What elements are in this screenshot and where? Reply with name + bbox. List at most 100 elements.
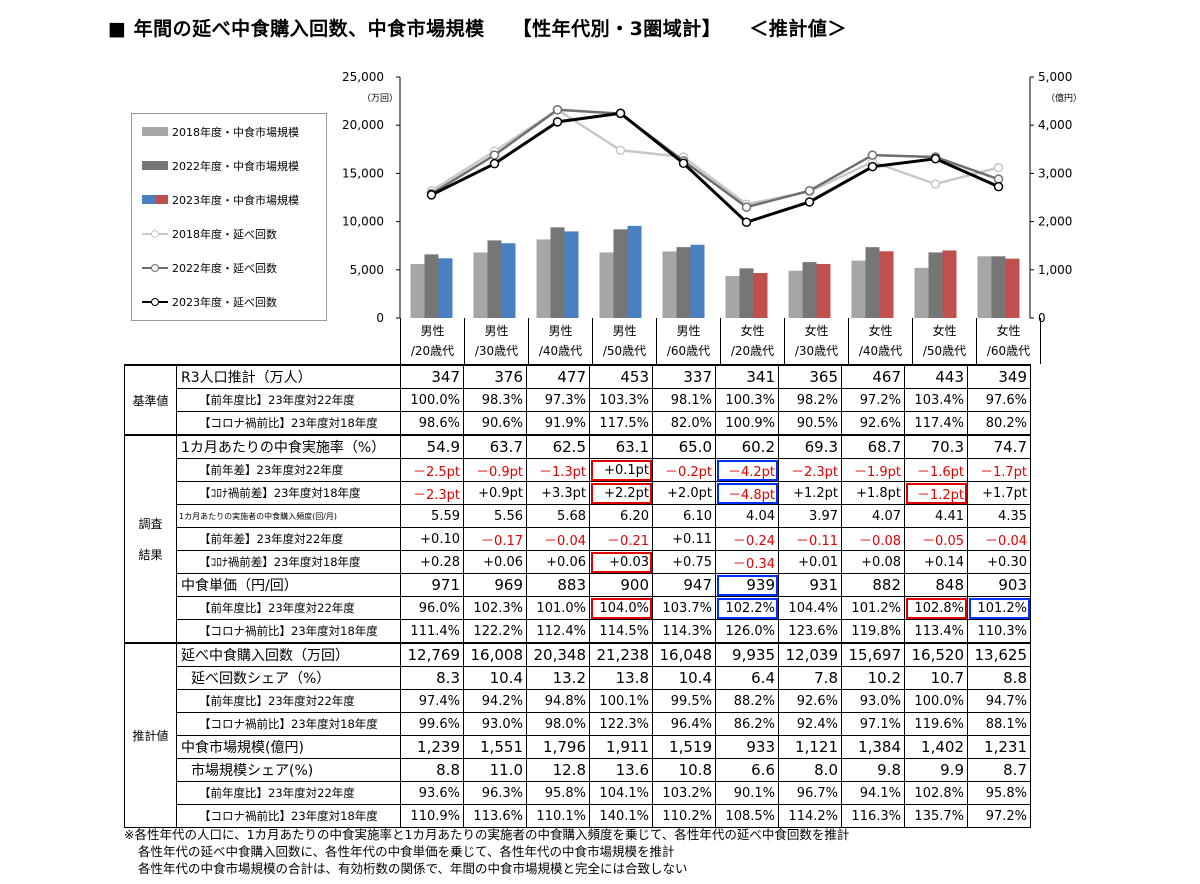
table-cell: 883 xyxy=(526,573,590,597)
table-cell: 1,551 xyxy=(463,735,527,759)
table-cell: 90.6% xyxy=(463,411,527,436)
bar-2023 xyxy=(942,250,957,318)
table-cell: 12,039 xyxy=(778,642,842,667)
table-cell: 10.7 xyxy=(904,666,968,690)
left-tick-label: 5,000 xyxy=(350,263,384,277)
series-point xyxy=(804,197,815,207)
table-cell: 93.0% xyxy=(841,689,905,713)
column-header-sex: 男性 xyxy=(484,324,509,338)
table-cell: 900 xyxy=(589,573,653,597)
bar-2022 xyxy=(676,247,691,318)
series-line-2023 xyxy=(430,111,1000,224)
table-row: 基準値 R3人口推計（万人） 347 376 477 453 337 341 365 467 443… xyxy=(124,364,1031,436)
table-cell: 13,625 xyxy=(967,642,1031,667)
left-tick-label: 15,000 xyxy=(342,166,384,180)
column-header: 男性/60歳代 xyxy=(656,318,720,364)
table-cell: 4.35 xyxy=(967,504,1031,528)
column-header-sex: 女性 xyxy=(740,324,765,338)
table-cell: 99.6% xyxy=(400,712,464,736)
table-cell: 1,796 xyxy=(526,735,590,759)
table-cell: 98.6% xyxy=(400,411,464,436)
table-cell: 9.8 xyxy=(841,758,905,782)
bar-2018 xyxy=(473,252,488,318)
table-cell: 94.7% xyxy=(967,689,1031,713)
row-label: 【ｺﾛﾅ禍前差】23年度対18年度 xyxy=(176,550,401,574)
table-cell: －4.8pt xyxy=(715,481,779,505)
series-point xyxy=(552,105,563,115)
table-cell: 7.8 xyxy=(778,666,842,690)
table-row: 市場規模シェア(%) 8.8 11.0 12.8 13.6 10.8 6.6 8.0 9.8 9.… xyxy=(125,758,1031,782)
column-header-sex: 女性 xyxy=(932,324,957,338)
right-tick-label: 0 xyxy=(1038,311,1046,325)
table-cell: +0.06 xyxy=(526,550,590,574)
table-cell: 882 xyxy=(841,573,905,597)
table-cell: 111.4% xyxy=(400,619,464,644)
column-header-age: /60歳代 xyxy=(986,344,1031,358)
column-header: 男性/30歳代 xyxy=(464,318,528,364)
table-cell: 113.6% xyxy=(463,804,527,828)
table-cell: －1.7pt xyxy=(967,458,1031,482)
table-cell: 54.9 xyxy=(400,434,464,459)
column-header-sex: 男性 xyxy=(612,324,637,338)
table-cell: 82.0% xyxy=(652,411,716,436)
bar-2023 xyxy=(1005,258,1020,318)
table-cell: 102.2% xyxy=(715,596,779,620)
table-cell: 4.07 xyxy=(841,504,905,528)
table-cell: +0.01 xyxy=(778,550,842,574)
title-estimate: ＜推計値＞ xyxy=(749,18,847,40)
table-cell: 102.8% xyxy=(904,781,968,805)
table-cell: －0.04 xyxy=(967,527,1031,551)
table-cell: 13.6 xyxy=(589,758,653,782)
page-title: ■ 年間の延べ中食購入回数、中食市場規模 【性年代別・3圏域計】 ＜推計値＞ xyxy=(108,14,875,41)
table-row: 中食単価（円/回） 971 969 883 900 947 939 931 882 848 903 xyxy=(125,573,1031,597)
table-cell: 16,520 xyxy=(904,642,968,667)
table-cell: 63.7 xyxy=(463,434,527,459)
table-cell: +1.2pt xyxy=(778,481,842,505)
table-cell: －2.3pt xyxy=(400,481,464,505)
table-cell: 122.3% xyxy=(589,712,653,736)
table-cell: －4.2pt xyxy=(715,458,779,482)
table-cell: +2.2pt xyxy=(589,481,653,505)
series-line-2022 xyxy=(430,108,999,209)
legend-swatch xyxy=(142,294,168,310)
column-header-age: /30歳代 xyxy=(794,344,839,358)
table-cell: 114.2% xyxy=(778,804,842,828)
table-cell: 92.6% xyxy=(841,411,905,436)
table-cell: 477 xyxy=(526,364,590,389)
series-point xyxy=(489,150,500,160)
column-header-age: /20歳代 xyxy=(730,344,775,358)
table-cell: 11.0 xyxy=(463,758,527,782)
table-row: 【前年度比】23年度対22年度 93.6% 96.3% 95.8% 104.1% 103.… xyxy=(125,781,1031,805)
table-cell: －0.05 xyxy=(904,527,968,551)
table-row: 中食市場規模(億円) 1,239 1,551 1,796 1,911 1,519 933 1,… xyxy=(125,735,1031,759)
column-header: 女性/30歳代 xyxy=(784,318,848,364)
table-cell: 5.56 xyxy=(463,504,527,528)
legend-swatch xyxy=(142,124,168,140)
legend-swatch xyxy=(142,158,168,174)
table-cell: 114.3% xyxy=(652,619,716,644)
table-cell: 97.3% xyxy=(526,388,590,412)
table-cell: 101.0% xyxy=(526,596,590,620)
table-cell: 8.7 xyxy=(967,758,1031,782)
table-cell: －0.34 xyxy=(715,550,779,574)
row-label: 市場規模シェア(%) xyxy=(176,758,401,782)
column-header-age: /50歳代 xyxy=(602,344,647,358)
table-cell: －0.11 xyxy=(778,527,842,551)
table-cell: 16,048 xyxy=(652,642,716,667)
table-cell: －1.9pt xyxy=(841,458,905,482)
table-cell: +0.08 xyxy=(841,550,905,574)
bar-2023 xyxy=(564,231,579,318)
series-point xyxy=(489,158,500,169)
data-table: 基準値 R3人口推計（万人） 347 376 477 453 337 341 365 467 443… xyxy=(124,364,1031,828)
bar-2022 xyxy=(928,252,943,318)
table-row: 【前年度比】23年度対22年度 100.0% 98.3% 97.3% 103.3% 98.… xyxy=(125,388,1031,412)
table-cell: +2.0pt xyxy=(652,481,716,505)
bar-2023 xyxy=(501,243,516,318)
table-cell: 6.20 xyxy=(589,504,653,528)
table-cell: 103.3% xyxy=(589,388,653,412)
table-cell: 8.8 xyxy=(967,666,1031,690)
table-cell: 117.5% xyxy=(589,411,653,436)
right-tick-label: 2,000 xyxy=(1038,215,1072,229)
table-cell: 4.04 xyxy=(715,504,779,528)
table-cell: 98.2% xyxy=(778,388,842,412)
